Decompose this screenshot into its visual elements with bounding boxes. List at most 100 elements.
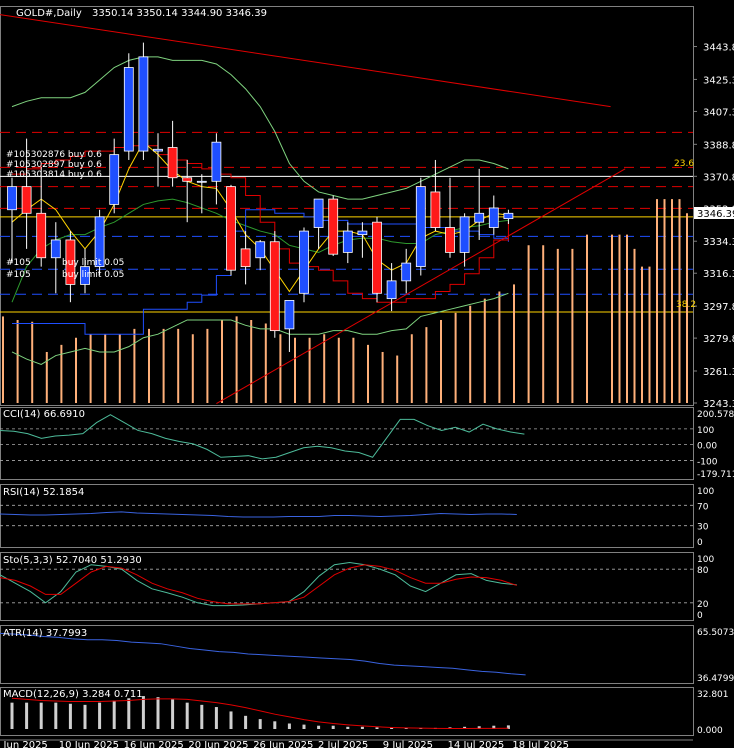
- candle-body-27: [401, 262, 412, 282]
- candle-17: [255, 239, 266, 271]
- order-label-3: #105303814 buy 0.6: [6, 170, 102, 180]
- candle-11: [167, 120, 178, 187]
- order-label-2: #105302897 buy 0.6: [6, 160, 102, 170]
- price-tick-label-8: 3297.80: [703, 302, 734, 313]
- order-label-4: #105: [6, 258, 31, 268]
- order-label-6: #105: [6, 270, 31, 280]
- candle-18: [269, 231, 280, 338]
- macd-title: MACD(12,26,9) 3.284 0.711: [3, 689, 143, 700]
- candle-7: [109, 138, 120, 214]
- panel-frame-price: [0, 6, 694, 406]
- time-label-8: 18 Jul 2025: [512, 740, 569, 748]
- macd-signal-line: [11, 697, 509, 729]
- panel-frame-sto: [0, 552, 694, 621]
- candle-19: [284, 300, 295, 352]
- time-label-5: 2 Jul 2025: [318, 740, 368, 748]
- rsi-title: RSI(14) 52.1854: [3, 487, 84, 498]
- candle-8: [123, 53, 134, 160]
- candle-22: [328, 195, 339, 256]
- macd-tick-label-0: 32.801: [697, 690, 729, 700]
- time-label-6: 9 Jul 2025: [383, 740, 433, 748]
- candle-10: [153, 133, 163, 187]
- orange-histogram: [2, 199, 688, 403]
- time-label-7: 14 Jul 2025: [448, 740, 505, 748]
- candle-body-0: [7, 186, 17, 211]
- panel-frame-rsi: [0, 484, 694, 548]
- order-label-7: buy limit 0.05: [62, 270, 124, 280]
- candle-body-11: [167, 147, 178, 179]
- price-tick-label-0: 3443.80: [703, 43, 734, 54]
- candle-body-30: [445, 227, 455, 253]
- candle-24: [357, 222, 368, 258]
- candle-body-26: [386, 280, 397, 300]
- candle-body-2: [36, 212, 47, 259]
- price-tick-label-9: 3279.80: [703, 334, 734, 345]
- candle-28: [415, 177, 426, 276]
- macd-tick-label-1: 0.000: [697, 726, 723, 736]
- candle-29: [430, 159, 441, 232]
- candle-14: [211, 133, 222, 205]
- candle-body-14: [211, 141, 222, 182]
- candle-body-28: [415, 186, 426, 268]
- trend-line-1: [216, 168, 626, 404]
- rsi-tick-label-3: 0: [697, 538, 703, 548]
- text-labels: GOLD#,Daily 3350.14 3350.14 3344.90 3346…: [3, 8, 734, 700]
- panel-frame-cci: [0, 407, 694, 480]
- cci-tick-label-2: 0.00: [697, 442, 717, 452]
- symbol-label: GOLD#,Daily: [16, 8, 82, 19]
- candle-1: [21, 138, 32, 249]
- sto-tick-label-1: 80: [697, 566, 709, 576]
- current-price-tag: [694, 207, 734, 219]
- panel-frame-atr: [0, 625, 694, 684]
- candle-12: [182, 159, 193, 223]
- sto-signal-line: [0, 564, 517, 605]
- order-label-5: buy limit 0.05: [62, 258, 124, 268]
- sto-tick-label-0: 100: [697, 555, 714, 565]
- candle-body-12: [182, 177, 193, 182]
- candle-body-32: [474, 212, 485, 223]
- rsi-line: [0, 511, 517, 518]
- cci-title: CCI(14) 66.6910: [3, 409, 85, 420]
- panel-frames: [0, 6, 694, 741]
- candle-26: [386, 263, 397, 312]
- candle-body-8: [123, 67, 134, 152]
- cci-tick-label-1: 100: [697, 426, 714, 436]
- sto-tick-label-2: 20: [697, 600, 709, 610]
- atr-title: ATR(14) 37.7993: [3, 628, 87, 639]
- candle-body-1: [21, 186, 32, 214]
- price-tick-label-10: 3261.30: [703, 367, 734, 378]
- ma-lightgreen-upper: [11, 56, 509, 200]
- candle-31: [459, 213, 470, 267]
- candle-13: [196, 174, 207, 214]
- cci-tick-label-0: 200.5782: [697, 410, 734, 420]
- fib-label-bottom: 38.2: [676, 300, 696, 310]
- candle-2: [36, 167, 47, 267]
- rsi-tick-label-1: 70: [697, 502, 709, 512]
- candle-body-22: [328, 198, 339, 255]
- candle-body-23: [342, 230, 353, 253]
- candle-4: [65, 231, 76, 303]
- candle-body-18: [269, 241, 280, 332]
- price-tick-label-2: 3407.30: [703, 107, 734, 118]
- price-tick-label-4: 3370.80: [703, 172, 734, 183]
- price-tick-label-3: 3388.80: [703, 140, 734, 151]
- candle-body-16: [240, 248, 251, 268]
- candle-body-4: [65, 239, 76, 285]
- candle-body-34: [503, 212, 514, 220]
- fib-label-top: 23.6: [674, 159, 694, 169]
- time-label-2: 16 Jun 2025: [124, 740, 184, 748]
- candle-30: [445, 177, 455, 258]
- candle-15: [226, 184, 236, 276]
- candles: [7, 42, 514, 352]
- trend-line-0: [0, 14, 611, 108]
- panel-frame-macd: [0, 687, 694, 736]
- price-tick-label-7: 3316.30: [703, 269, 734, 280]
- candle-body-15: [226, 186, 236, 271]
- ma-lightgreen-lower: [11, 292, 509, 365]
- atr-tick-label-0: 65.5073: [697, 628, 734, 638]
- cci-tick-label-3: -100: [697, 457, 718, 467]
- candle-body-21: [313, 198, 324, 228]
- indicators: [0, 414, 693, 729]
